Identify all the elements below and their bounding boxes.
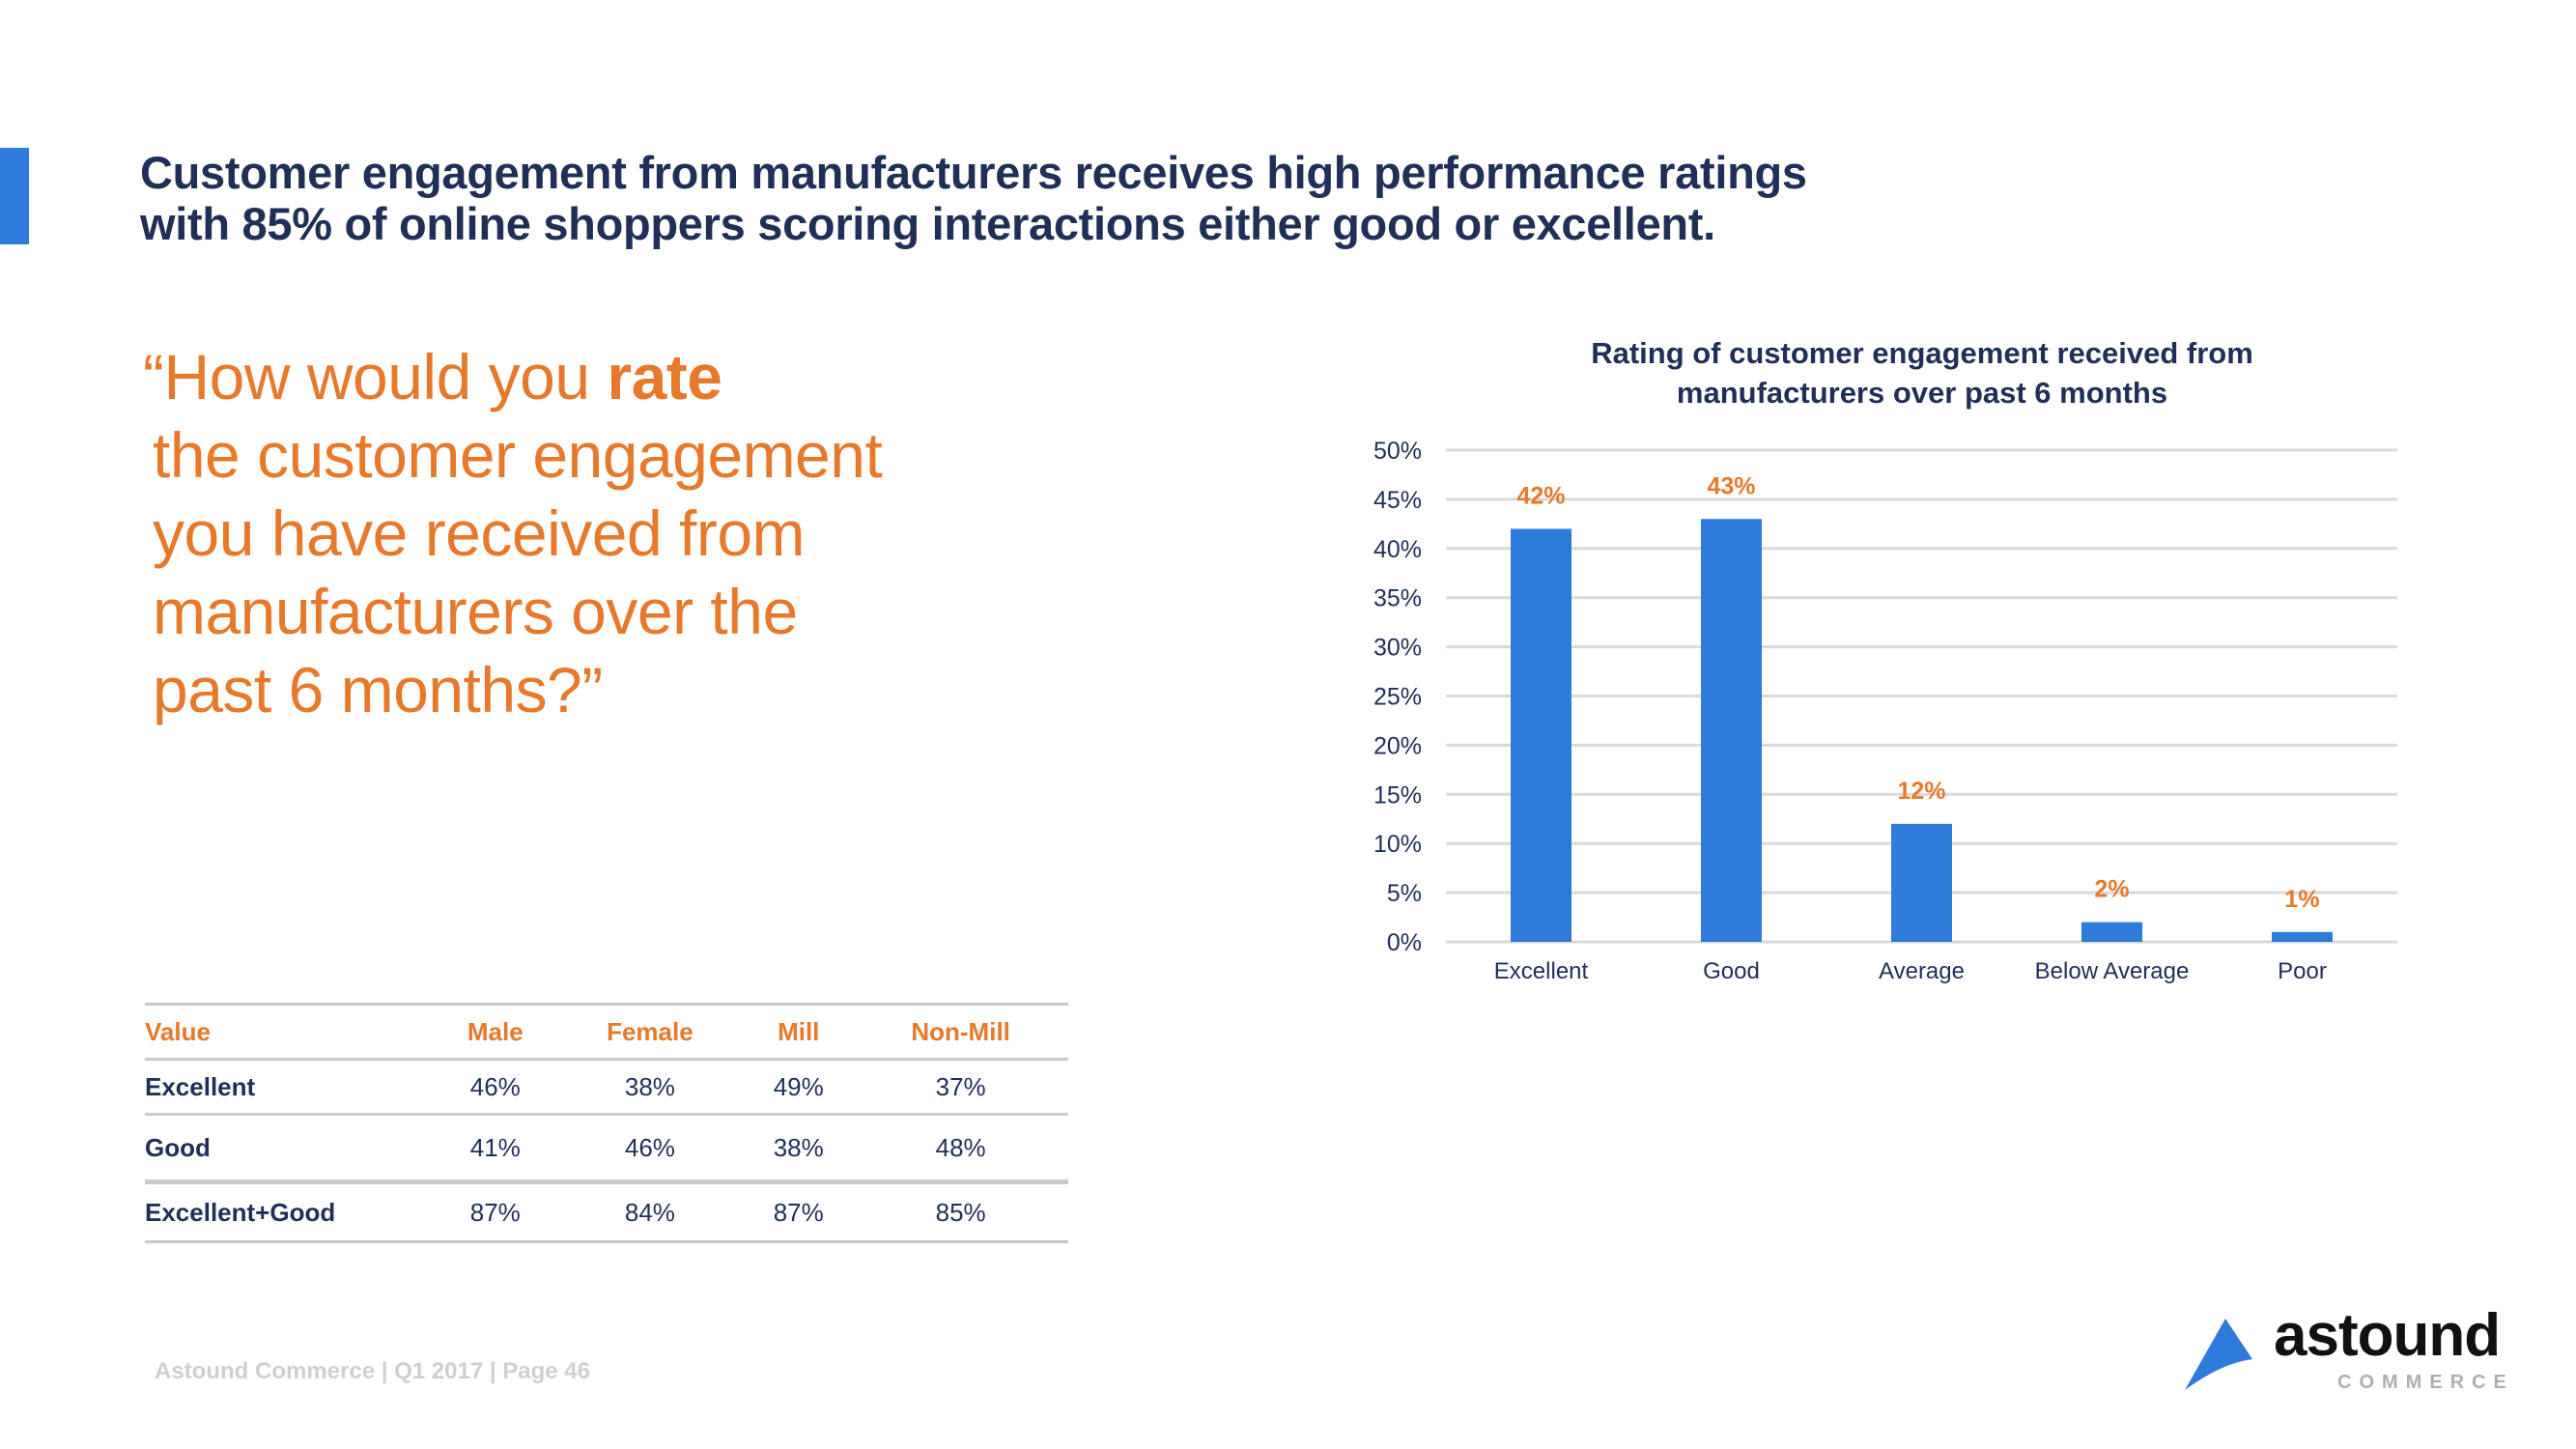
y-axis-tick-labels: 0% 5% 10% 15% 20% 25% 30% 35% 40% 45% 50% [1373,438,1422,956]
page-footer: Astound Commerce | Q1 2017 | Page 46 [155,1358,590,1384]
headline-line-2: with 85% of online shoppers scoring inte… [140,198,1715,249]
bar-average [1891,823,1952,942]
bars [1511,519,2333,942]
x-category-label: Poor [2278,958,2327,984]
table-cell: 49% [773,1071,824,1101]
table-cell: 48% [935,1132,986,1162]
survey-question-quote: “How would you rate the customer engagem… [143,338,883,729]
table-row-total: Excellent+Good 87% 84% 87% 85% [145,1181,1068,1242]
slide-headline: Customer engagement from manufacturers r… [140,147,2168,249]
y-tick-label: 50% [1373,438,1422,465]
logo-triangle-icon [2185,1319,2252,1390]
value-label: 1% [2284,886,2319,913]
x-axis-category-labels: Excellent Good Average Below Average Poor [1494,958,2327,984]
table-cell: 46% [624,1132,675,1162]
quote-line-2: the customer engagement [153,419,883,491]
x-category-label: Excellent [1494,958,1589,984]
row-label: Excellent [145,1071,256,1101]
bar-poor [2272,931,2333,942]
quote-emphasis: rate [607,341,722,412]
logo-wordmark: astound [2274,1302,2501,1369]
y-tick-label: 30% [1373,635,1422,662]
column-header-mill: Mill [778,1016,820,1046]
x-category-label: Below Average [2035,958,2190,984]
value-label: 12% [1897,778,1945,805]
table-row: Excellent 46% 38% 49% 37% [145,1060,1068,1115]
value-label: 2% [2094,876,2129,903]
table-cell: 38% [624,1071,675,1101]
quote-line-5: past 6 months?” [153,654,603,725]
value-label: 42% [1516,482,1565,509]
y-tick-label: 10% [1373,831,1422,858]
chart-title-line-2: manufacturers over past 6 months [1676,376,2168,410]
column-header-female: Female [607,1016,694,1046]
row-label: Excellent+Good [145,1197,336,1227]
y-tick-label: 15% [1373,781,1422,809]
table-header-row: Value Male Female Mill Non-Mill [145,1004,1068,1060]
table-cell: 84% [624,1197,675,1227]
column-header-non-mill: Non-Mill [911,1016,1010,1046]
logo-subtext: COMMERCE [2337,1372,2514,1393]
chart-title: Rating of customer engagement received f… [1430,333,2415,412]
y-tick-label: 40% [1373,536,1422,563]
y-tick-label: 20% [1373,732,1422,759]
value-labels: 42% 43% 12% 2% 1% [1516,472,2319,913]
y-tick-label: 5% [1387,880,1422,907]
y-tick-label: 45% [1373,487,1422,514]
bar-chart: 0% 5% 10% 15% 20% 25% 30% 35% 40% 45% 50% 42% 43% 12… [1373,438,2397,984]
bar-below-average [2081,922,2142,942]
column-header-value: Value [145,1016,211,1046]
y-tick-label: 0% [1387,929,1422,956]
x-category-label: Average [1879,958,1965,984]
bar-good [1701,519,1762,942]
value-label: 43% [1707,472,1755,499]
quote-line-4: manufacturers over the [153,576,798,647]
chart-title-line-1: Rating of customer engagement received f… [1591,336,2253,370]
table-cell: 46% [469,1071,521,1101]
table-cell: 38% [773,1132,824,1162]
table-cell: 87% [773,1197,824,1227]
table-cell: 37% [935,1071,986,1101]
x-category-label: Good [1703,958,1760,984]
column-header-male: Male [467,1016,524,1046]
accent-bar [0,148,29,244]
demographic-breakdown-table: Value Male Female Mill Non-Mill Excellen… [145,1003,1068,1243]
row-label: Good [145,1132,211,1162]
bar-excellent [1511,528,1571,942]
table-row: Good 41% 46% 38% 48% [145,1115,1068,1182]
headline-line-1: Customer engagement from manufacturers r… [140,147,1807,198]
table-cell: 85% [935,1197,986,1227]
y-tick-label: 25% [1373,684,1422,711]
astound-commerce-logo: astound COMMERCE [2183,1302,2506,1406]
quote-line-1: “How would you [143,341,608,412]
quote-line-3: you have received from [153,497,806,569]
table-cell: 41% [469,1132,521,1162]
y-tick-label: 35% [1373,585,1422,612]
table-cell: 87% [469,1197,521,1227]
